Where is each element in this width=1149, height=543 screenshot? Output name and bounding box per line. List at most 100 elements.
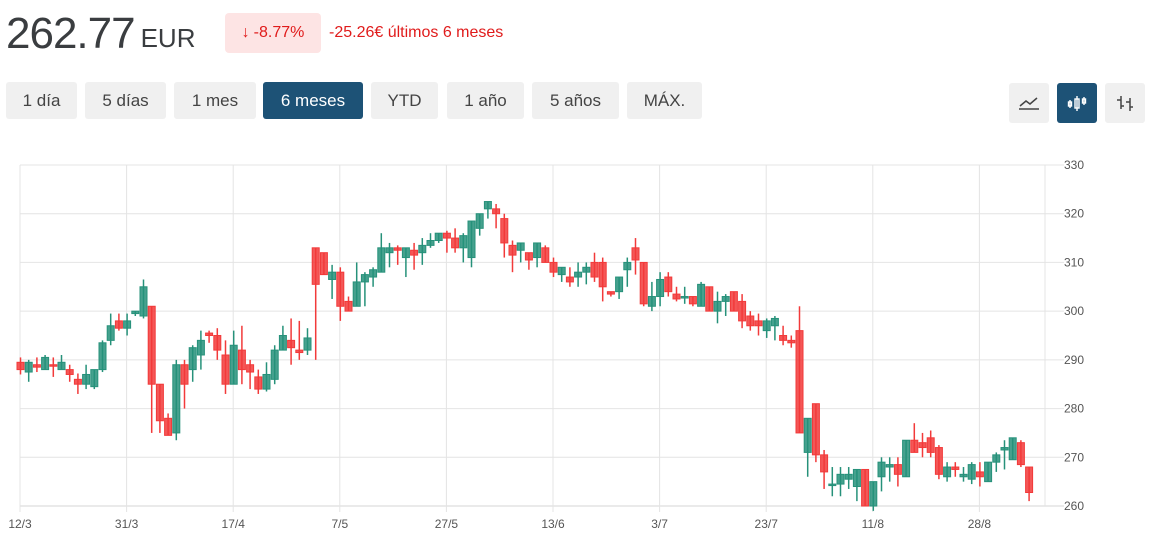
candle — [411, 243, 418, 270]
x-tick-label: 7/5 — [331, 517, 348, 531]
candle — [337, 267, 344, 321]
candle — [706, 287, 713, 311]
candle — [919, 433, 926, 457]
candle — [550, 258, 557, 277]
candle — [1001, 440, 1008, 469]
candle — [525, 253, 532, 270]
candle — [566, 267, 573, 286]
candle — [181, 360, 188, 409]
chart-type-ohlc-button[interactable] — [1105, 83, 1145, 123]
candle — [730, 292, 737, 311]
candle — [443, 231, 450, 253]
candle — [296, 321, 303, 360]
candle — [312, 248, 319, 360]
candle — [25, 360, 32, 382]
candle — [632, 238, 639, 275]
candle — [935, 445, 942, 479]
range-button-1[interactable]: 5 días — [85, 82, 166, 119]
candle — [361, 272, 368, 306]
candle — [714, 292, 721, 324]
candle — [616, 277, 623, 299]
candle — [353, 262, 360, 306]
candle — [607, 292, 614, 297]
candle — [222, 340, 229, 394]
change-percent-badge: ↓ -8.77% — [225, 13, 321, 53]
candle — [763, 318, 770, 337]
range-button-0[interactable]: 1 día — [6, 82, 77, 119]
candle — [386, 243, 393, 267]
ohlc-bars-icon — [1114, 94, 1136, 112]
candle — [156, 384, 163, 433]
candle — [42, 355, 49, 370]
candle — [1009, 438, 1016, 460]
range-button-6[interactable]: 5 años — [532, 82, 619, 119]
candle — [345, 297, 352, 312]
x-tick-label: 28/8 — [968, 517, 992, 531]
candle — [648, 282, 655, 311]
candle — [460, 233, 467, 262]
x-tick-label: 12/3 — [8, 517, 32, 531]
candle — [288, 318, 295, 364]
candle — [968, 462, 975, 484]
range-button-4[interactable]: YTD — [371, 82, 438, 119]
candle — [558, 267, 565, 282]
candle — [91, 370, 98, 389]
candle — [698, 282, 705, 306]
candle — [739, 294, 746, 328]
chart-type-candlestick-button[interactable] — [1057, 83, 1097, 123]
candle — [279, 326, 286, 350]
range-button-2[interactable]: 1 mes — [174, 82, 256, 119]
y-tick-label: 280 — [1064, 402, 1084, 416]
candle — [320, 253, 327, 275]
candle — [976, 462, 983, 486]
candle — [140, 279, 147, 318]
candle — [419, 238, 426, 265]
candle — [599, 258, 606, 302]
candle — [99, 340, 106, 372]
change-percent: -8.77% — [254, 24, 305, 42]
candle — [747, 311, 754, 330]
candle — [640, 262, 647, 306]
y-tick-label: 310 — [1064, 255, 1084, 269]
candle — [329, 265, 336, 299]
current-price: 262.77 — [6, 10, 135, 58]
price-header: 262.77 EUR — [6, 10, 195, 58]
x-tick-label: 11/8 — [862, 517, 885, 531]
candle — [214, 328, 221, 360]
candle — [657, 272, 664, 306]
candle — [821, 450, 828, 489]
candle — [993, 452, 1000, 471]
range-button-7[interactable]: MÁX. — [627, 82, 702, 119]
arrow-down-icon: ↓ — [242, 24, 250, 42]
candle — [829, 467, 836, 496]
candle — [476, 214, 483, 236]
candle — [189, 345, 196, 382]
candle — [952, 462, 959, 477]
candle — [534, 243, 541, 267]
y-tick-label: 300 — [1064, 304, 1084, 318]
candlestick-icon — [1066, 94, 1088, 112]
candle — [681, 287, 688, 304]
candle — [1017, 440, 1024, 467]
x-tick-label: 23/7 — [755, 517, 779, 531]
y-tick-label: 320 — [1064, 207, 1084, 221]
candle — [575, 262, 582, 286]
chart-type-line-button[interactable] — [1009, 83, 1049, 123]
candle — [624, 258, 631, 287]
currency-label: EUR — [141, 18, 196, 58]
candle — [903, 440, 910, 477]
candlestick-chart[interactable]: 26027028029030031032033012/331/317/47/52… — [0, 140, 1149, 543]
candle — [501, 214, 508, 258]
candle — [304, 328, 311, 355]
candle — [247, 360, 254, 389]
candle — [853, 469, 860, 501]
range-button-3[interactable]: 6 meses — [263, 82, 363, 119]
candle — [271, 345, 278, 384]
range-button-5[interactable]: 1 año — [447, 82, 524, 119]
candle — [148, 306, 155, 433]
candle — [107, 314, 114, 346]
candle — [591, 253, 598, 282]
candle — [689, 297, 696, 307]
candle — [509, 241, 516, 273]
candle — [878, 457, 885, 491]
